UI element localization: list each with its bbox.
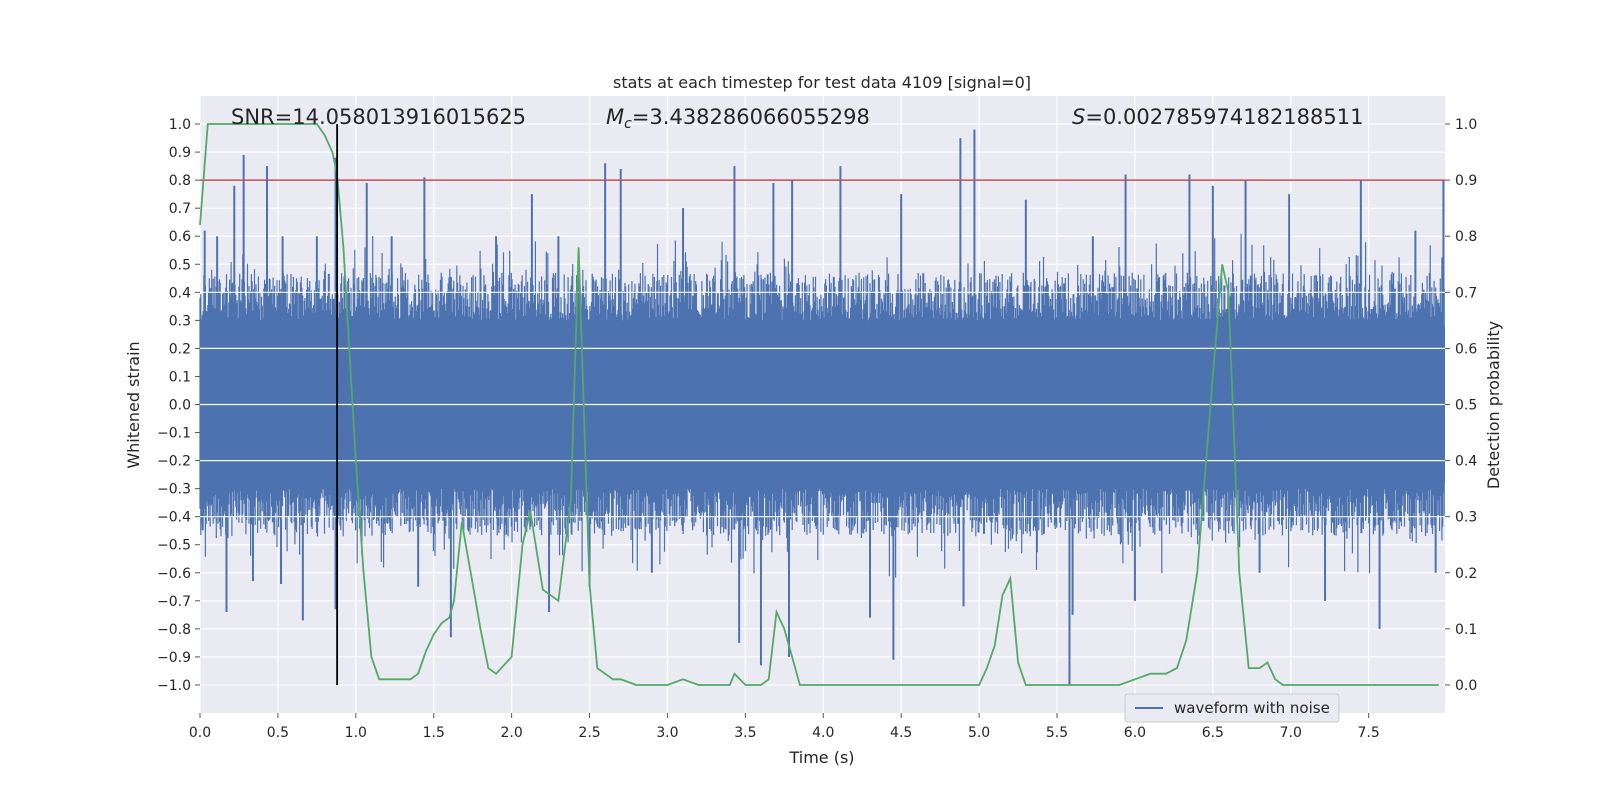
y2-tick-label: 0.9 [1455,173,1477,189]
x-tick-label: 0.5 [267,725,289,741]
x-tick-label: 6.0 [1124,725,1146,741]
y-tick-label: −0.9 [157,650,191,666]
x-tick-label: 1.0 [345,725,367,741]
mc-subscript: c [624,116,632,132]
y-tick-label: 0.4 [169,285,191,301]
x-tick-label: 6.5 [1202,725,1224,741]
y2-tick-label: 1.0 [1455,117,1477,133]
y-tick-label: 0.7 [169,201,191,217]
y-tick-label: 1.0 [169,117,191,133]
x-tick-label: 7.0 [1280,725,1302,741]
s-symbol: S [1072,105,1085,129]
mc-value: =3.438286066055298 [632,105,870,129]
s-value: =0.002785974182188511 [1085,105,1363,129]
legend-box [1124,693,1340,723]
y2-tick-label: 0.3 [1455,510,1477,526]
x-tick-label: 0.0 [189,725,211,741]
snr-annotation: SNR=14.058013916015625 [231,105,526,129]
y-tick-label: 0.1 [169,369,191,385]
y-tick-label: −0.2 [157,454,191,470]
y-tick-label: −0.6 [157,566,191,582]
y2-tick-label: 0.0 [1455,678,1477,694]
y-tick-label: −0.4 [157,510,191,526]
x-tick-label: 2.5 [578,725,600,741]
y-axis-label: Whitened strain [124,341,143,468]
statistic-annotation: S=0.002785974182188511 [1072,105,1363,129]
y2-tick-label: 0.1 [1455,622,1477,638]
y2-tick-label: 0.5 [1455,398,1477,414]
y2-tick-label: 0.4 [1455,454,1477,470]
y-tick-label: −0.7 [157,594,191,610]
y-tick-label: 0.6 [169,229,191,245]
y-tick-label: 0.2 [169,341,191,357]
y2-tick-label: 0.6 [1455,341,1477,357]
y-tick-label: −0.5 [157,538,191,554]
y-tick-label: −0.1 [157,426,191,442]
y-tick-label: 0.9 [169,145,191,161]
x-axis-label: Time (s) [788,748,854,767]
y-tick-label: −1.0 [157,678,191,694]
mc-symbol: M [606,105,624,129]
x-tick-label: 2.0 [501,725,523,741]
y-tick-label: 0.3 [169,313,191,329]
y-tick-label: −0.8 [157,622,191,638]
probability-line [199,123,1439,686]
y-tick-label: 0.8 [169,173,191,189]
y2-axis-label: Detection probability [1484,321,1503,489]
y-tick-label: 0.5 [169,257,191,273]
legend: waveform with noise [1124,693,1340,723]
chart-title: stats at each timestep for test data 410… [613,73,1031,92]
x-tick-label: 7.5 [1358,725,1380,741]
x-tick-label: 4.0 [812,725,834,741]
x-tick-label: 3.5 [734,725,756,741]
chirp-mass-annotation: Mc=3.438286066055298 [606,105,870,132]
legend-label: waveform with noise [1174,699,1330,717]
x-tick-label: 1.5 [423,725,445,741]
x-tick-label: 4.5 [890,725,912,741]
overlay [199,123,1445,686]
y2-tick-label: 0.8 [1455,229,1477,245]
x-tick-label: 5.5 [1046,725,1068,741]
y-tick-label: 0.0 [169,398,191,414]
y2-tick-label: 0.2 [1455,566,1477,582]
y-tick-label: −0.3 [157,482,191,498]
ticks: 0.0 0.5 1.0 1.5 2.0 2.5 3.0 3.5 4.0 4.5 5.0 5.5 6.0 6… [157,117,1477,741]
y2-tick-label: 0.7 [1455,285,1477,301]
x-tick-label: 5.0 [968,725,990,741]
x-tick-label: 3.0 [656,725,678,741]
